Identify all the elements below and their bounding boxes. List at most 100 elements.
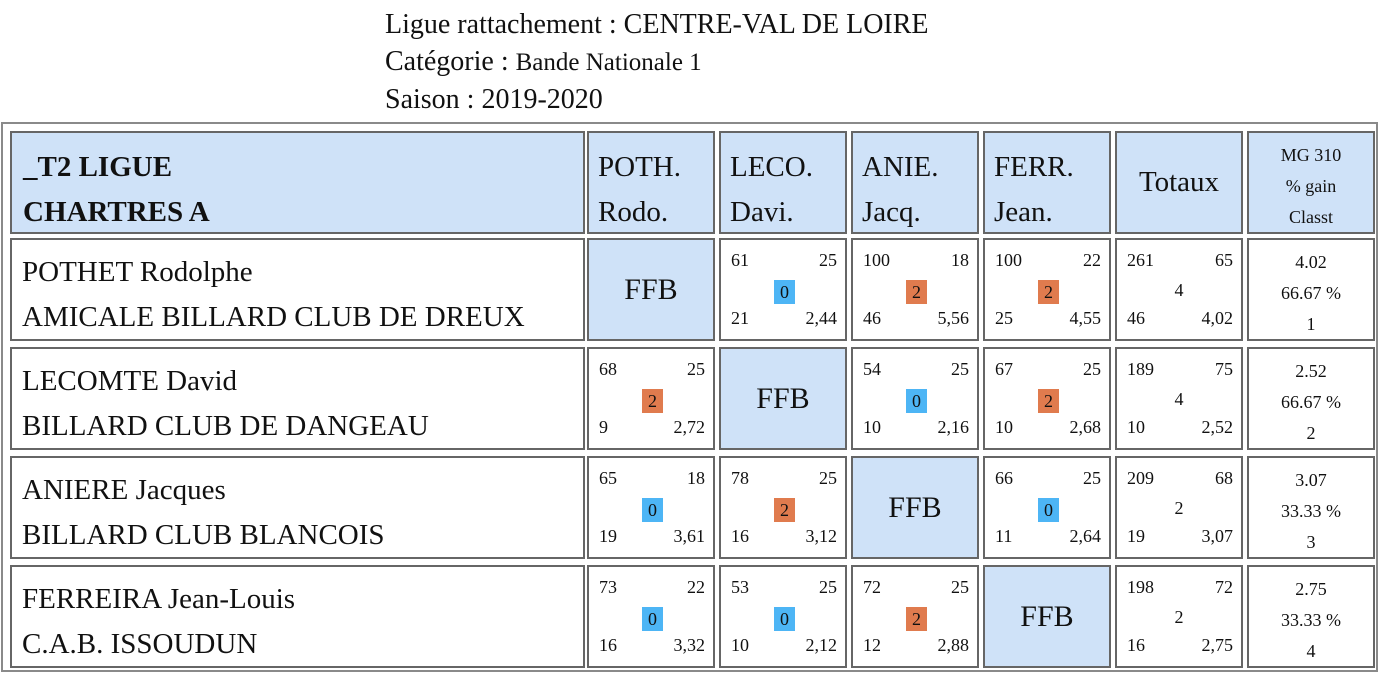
points-opponent: 18 [951, 250, 969, 270]
match-score-cell: 67 25 10 2,68 2 [983, 347, 1111, 450]
match-points-badge: 0 [774, 280, 795, 304]
player-name: LECOMTE David [22, 365, 238, 397]
innings: 9 [599, 417, 608, 437]
match-score-cell: 100 18 46 5,56 2 [851, 238, 979, 341]
totals-cell: 189 75 4 10 2,52 [1115, 347, 1243, 450]
player-name-cell: ANIERE Jacques BILLARD CLUB BLANCOIS [10, 456, 585, 559]
column-header-line2: Jean. [994, 196, 1053, 228]
match-score-cell: 78 25 16 3,12 2 [719, 456, 847, 559]
club-name: BILLARD CLUB DE DANGEAU [22, 410, 429, 442]
general-average: 4.02 [1295, 252, 1327, 272]
results-table: _T2 LIGUE CHARTRES A Totaux MG 310 % gai… [1, 122, 1378, 672]
match-points-badge: 0 [906, 389, 927, 413]
total-innings: 10 [1127, 417, 1145, 437]
player-name: ANIERE Jacques [22, 474, 226, 506]
match-score-cell: 73 22 16 3,32 0 [587, 565, 715, 668]
innings: 10 [731, 635, 749, 655]
total-match-points: 4 [1174, 389, 1184, 409]
match-score-cell: 61 25 21 2,44 0 [719, 238, 847, 341]
ffb-cell: FFB [983, 565, 1111, 668]
totals-cell: 209 68 2 19 3,07 [1115, 456, 1243, 559]
total-average: 4,02 [1201, 308, 1234, 328]
match-score-cell: 65 18 19 3,61 0 [587, 456, 715, 559]
ffb-cell: FFB [719, 347, 847, 450]
win-percentage: 33.33 % [1281, 501, 1341, 521]
points-scored: 67 [995, 359, 1013, 379]
total-points: 261 [1127, 250, 1154, 270]
general-average: 3.07 [1295, 470, 1327, 490]
innings: 46 [863, 308, 881, 328]
player-column-header: LECO. Davi. [719, 131, 847, 234]
points-opponent: 25 [951, 359, 969, 379]
match-score-cell: 53 25 10 2,12 0 [719, 565, 847, 668]
average: 2,16 [937, 417, 970, 437]
page-header: Ligue rattachement : CENTRE-VAL DE LOIRE… [385, 6, 929, 118]
average: 5,56 [937, 308, 970, 328]
general-average: 2.75 [1295, 579, 1327, 599]
totals-cell: 261 65 4 46 4,02 [1115, 238, 1243, 341]
categorie-line: Catégorie : Bande Nationale 1 [385, 46, 702, 77]
ranking: 1 [1306, 314, 1316, 334]
points-scored: 61 [731, 250, 749, 270]
average: 3,61 [673, 526, 706, 546]
total-average: 2,52 [1201, 417, 1234, 437]
match-score-cell: 66 25 11 2,64 0 [983, 456, 1111, 559]
innings: 19 [599, 526, 617, 546]
innings: 12 [863, 635, 881, 655]
average: 2,88 [937, 635, 970, 655]
win-percentage: 66.67 % [1281, 392, 1341, 412]
column-header-line1: POTH. [598, 151, 681, 183]
average: 2,44 [805, 308, 838, 328]
general-average: 2.52 [1295, 361, 1327, 381]
match-points-badge: 0 [642, 498, 663, 522]
total-points: 189 [1127, 359, 1154, 379]
average: 2,12 [805, 635, 838, 655]
match-score-cell: 100 22 25 4,55 2 [983, 238, 1111, 341]
innings: 10 [863, 417, 881, 437]
total-opponent: 75 [1215, 359, 1233, 379]
player-name-cell: LECOMTE David BILLARD CLUB DE DANGEAU [10, 347, 585, 450]
points-scored: 78 [731, 468, 749, 488]
innings: 16 [731, 526, 749, 546]
match-points-badge: 0 [642, 607, 663, 631]
points-scored: 100 [863, 250, 890, 270]
total-opponent: 65 [1215, 250, 1233, 270]
total-innings: 16 [1127, 635, 1145, 655]
innings: 10 [995, 417, 1013, 437]
innings: 11 [995, 526, 1013, 546]
points-scored: 68 [599, 359, 617, 379]
total-innings: 19 [1127, 526, 1145, 546]
club-name: BILLARD CLUB BLANCOIS [22, 519, 385, 551]
innings: 16 [599, 635, 617, 655]
total-average: 3,07 [1201, 526, 1234, 546]
total-points: 209 [1127, 468, 1154, 488]
total-match-points: 2 [1174, 607, 1184, 627]
club-name: C.A.B. ISSOUDUN [22, 628, 258, 660]
total-match-points: 2 [1174, 498, 1184, 518]
points-opponent: 25 [819, 468, 837, 488]
column-header-line1: LECO. [730, 151, 813, 183]
match-points-badge: 2 [1038, 389, 1059, 413]
match-score-cell: 68 25 9 2,72 2 [587, 347, 715, 450]
match-points-badge: 2 [906, 607, 927, 631]
innings: 21 [731, 308, 749, 328]
player-column-header: POTH. Rodo. [587, 131, 715, 234]
points-scored: 100 [995, 250, 1022, 270]
mg-cell: 2.52 66.67 % 2 [1247, 347, 1375, 450]
innings: 25 [995, 308, 1013, 328]
player-name-cell: FERREIRA Jean-Louis C.A.B. ISSOUDUN [10, 565, 585, 668]
ffb-cell: FFB [587, 238, 715, 341]
match-points-badge: 2 [906, 280, 927, 304]
player-name: FERREIRA Jean-Louis [22, 583, 296, 615]
ranking: 3 [1306, 532, 1316, 552]
column-header-line2: Davi. [730, 196, 794, 228]
ranking: 4 [1306, 641, 1316, 661]
match-points-badge: 2 [774, 498, 795, 522]
ranking: 2 [1306, 423, 1316, 443]
points-opponent: 25 [819, 250, 837, 270]
player-name-cell: POTHET Rodolphe AMICALE BILLARD CLUB DE D… [10, 238, 585, 341]
points-scored: 54 [863, 359, 881, 379]
match-points-badge: 0 [1038, 498, 1059, 522]
total-points: 198 [1127, 577, 1154, 597]
column-header-line2: Rodo. [598, 196, 669, 228]
